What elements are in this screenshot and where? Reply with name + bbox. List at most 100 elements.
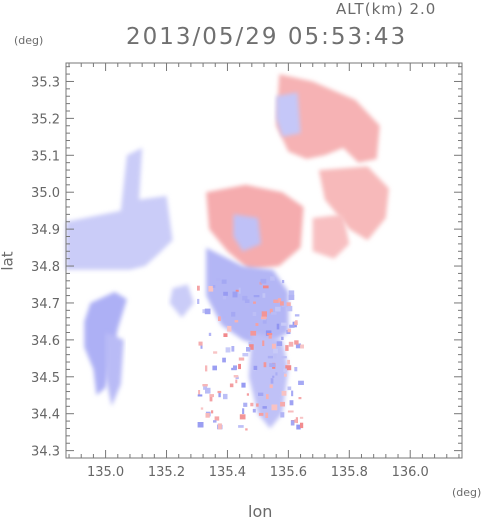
echo-speck [217, 423, 222, 430]
echo-speck [287, 359, 290, 365]
x-tick-label: 135.6 [270, 465, 307, 480]
echo-speck [229, 383, 234, 388]
echo-speck [262, 340, 265, 346]
echo-speck [205, 365, 208, 372]
echo-speck [200, 343, 203, 349]
echo-speck [213, 351, 218, 354]
echo-speck [238, 357, 245, 361]
echo-speck [266, 333, 273, 336]
echo-speck [233, 375, 239, 378]
echo-speck [266, 394, 269, 400]
echo-speck [268, 333, 272, 339]
echo-speck [202, 384, 208, 387]
echo-speck [290, 420, 295, 426]
echo-speck [300, 344, 304, 349]
echo-speck [213, 420, 217, 423]
echo-speck [284, 373, 287, 377]
echo-speck [209, 394, 214, 398]
echo-speck [222, 357, 226, 363]
echo-speck [298, 380, 304, 385]
y-tick-labels: 34.3 34.4 34.5 34.6 34.7 34.8 34.9 35.0 35.1 35.2… [31, 76, 60, 460]
x-tick-labels: 135.0 135.2 135.4 135.6 135.8 136.0 [87, 465, 429, 480]
echo-region-positive [276, 74, 380, 163]
echo-speck [262, 318, 267, 324]
echo-speck [243, 402, 248, 407]
echo-speck [204, 308, 211, 315]
altitude-label: ALT(km) 2.0 [336, 0, 437, 18]
x-axis-label: lon [248, 502, 273, 521]
echo-speck [261, 316, 267, 320]
echo-speck [216, 278, 221, 281]
echo-speck [300, 422, 304, 429]
echo-speck [289, 324, 295, 328]
echo-speck [288, 294, 295, 300]
echo-speck [227, 325, 232, 332]
echo-speck [209, 397, 213, 402]
echo-speck [222, 315, 227, 319]
x-tick-label: 135.2 [148, 465, 185, 480]
echo-speck [217, 390, 222, 394]
echo-speck [294, 340, 299, 345]
echo-speck [273, 348, 278, 354]
y-tick-label: 34.5 [31, 371, 60, 386]
echo-speck [269, 384, 273, 389]
echo-speck [197, 422, 204, 428]
echo-speck [212, 285, 216, 288]
echo-speck [208, 286, 214, 292]
echo-speck [296, 424, 301, 430]
echo-speck [197, 298, 200, 304]
timestamp: 2013/05/29 05:53:43 [126, 24, 408, 50]
echo-speck [253, 301, 256, 304]
echo-speck [205, 413, 210, 418]
echo-speck [197, 394, 203, 397]
echo-speck [275, 306, 281, 312]
echo-region-negative [66, 147, 173, 270]
echo-speck [280, 301, 284, 306]
echo-speck [283, 368, 287, 372]
echo-speck [263, 362, 267, 368]
echo-speck [214, 416, 220, 421]
echo-speck [246, 393, 249, 396]
echo-speck [222, 295, 227, 300]
echo-speck [288, 341, 294, 347]
y-tick-label: 34.7 [31, 297, 60, 312]
echo-speck [286, 302, 291, 307]
echo-speck [233, 365, 237, 370]
echo-speck [256, 403, 259, 407]
echo-speck [252, 408, 256, 413]
echo-speck [223, 333, 228, 337]
echo-speck [267, 355, 273, 359]
echo-region-negative [105, 332, 124, 407]
echo-speck [294, 419, 298, 423]
echo-speck [281, 336, 284, 340]
echo-speck [253, 365, 258, 370]
echo-speck [258, 412, 264, 416]
echo-speck [250, 330, 257, 336]
echo-speck [245, 428, 248, 431]
echo-speck [235, 376, 239, 380]
echo-specks [197, 276, 304, 431]
echo-speck [262, 406, 267, 409]
echo-speck [288, 290, 295, 296]
x-tick-label: 135.0 [87, 465, 124, 480]
echo-speck [281, 322, 287, 326]
y-tick-label: 34.6 [31, 334, 60, 349]
echo-speck [198, 341, 203, 346]
echo-speck [225, 347, 231, 353]
echo-speck [231, 311, 236, 317]
y-tick-label: 34.9 [31, 223, 60, 238]
echo-speck [298, 397, 302, 400]
echo-regions [66, 74, 389, 429]
echo-speck [235, 289, 240, 292]
echo-speck [238, 287, 241, 294]
echo-speck [269, 363, 276, 367]
echo-region-negative [276, 92, 301, 137]
echo-speck [223, 291, 228, 296]
y-tick-label: 35.1 [31, 149, 60, 164]
echo-speck [285, 345, 289, 351]
echo-speck [271, 404, 278, 411]
echo-speck [287, 328, 291, 333]
echo-speck [294, 314, 300, 317]
echo-speck [269, 308, 273, 314]
